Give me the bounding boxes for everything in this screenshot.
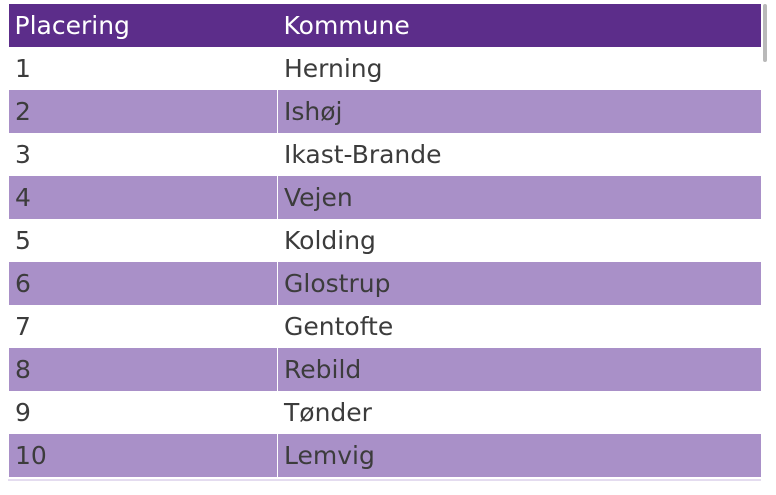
table-row: 8 Rebild xyxy=(8,348,761,391)
column-header-placering[interactable]: Placering xyxy=(8,4,278,47)
rank-cell: 9 xyxy=(8,391,278,434)
rank-cell: 4 xyxy=(8,176,278,219)
ranking-table: Placering Kommune 1 Herning 2 Ishøj 3 Ik… xyxy=(8,4,761,477)
kommune-cell: Ikast-Brande xyxy=(277,133,761,176)
rank-cell: 1 xyxy=(8,47,278,90)
rank-cell: 5 xyxy=(8,219,278,262)
table-row: 5 Kolding xyxy=(8,219,761,262)
kommune-cell: Ishøj xyxy=(277,90,761,133)
rank-cell: 8 xyxy=(8,348,278,391)
table-row: 4 Vejen xyxy=(8,176,761,219)
rank-cell: 6 xyxy=(8,262,278,305)
table-row: 10 Lemvig xyxy=(8,434,761,477)
table-row: 2 Ishøj xyxy=(8,90,761,133)
rank-cell: 7 xyxy=(8,305,278,348)
table-bottom-border xyxy=(8,479,761,481)
vertical-scrollbar[interactable] xyxy=(763,4,767,62)
table-row: 1 Herning xyxy=(8,47,761,90)
kommune-cell: Herning xyxy=(277,47,761,90)
table-row: 3 Ikast-Brande xyxy=(8,133,761,176)
kommune-cell: Rebild xyxy=(277,348,761,391)
column-header-kommune[interactable]: Kommune xyxy=(277,4,761,47)
kommune-cell: Lemvig xyxy=(277,434,761,477)
kommune-cell: Tønder xyxy=(277,391,761,434)
rank-cell: 10 xyxy=(8,434,278,477)
table-row: 6 Glostrup xyxy=(8,262,761,305)
kommune-cell: Glostrup xyxy=(277,262,761,305)
table-header-row: Placering Kommune xyxy=(8,4,761,47)
kommune-cell: Gentofte xyxy=(277,305,761,348)
ranking-table-container: Placering Kommune 1 Herning 2 Ishøj 3 Ik… xyxy=(8,4,761,479)
kommune-cell: Kolding xyxy=(277,219,761,262)
kommune-cell: Vejen xyxy=(277,176,761,219)
rank-cell: 2 xyxy=(8,90,278,133)
table-row: 9 Tønder xyxy=(8,391,761,434)
table-row: 7 Gentofte xyxy=(8,305,761,348)
rank-cell: 3 xyxy=(8,133,278,176)
